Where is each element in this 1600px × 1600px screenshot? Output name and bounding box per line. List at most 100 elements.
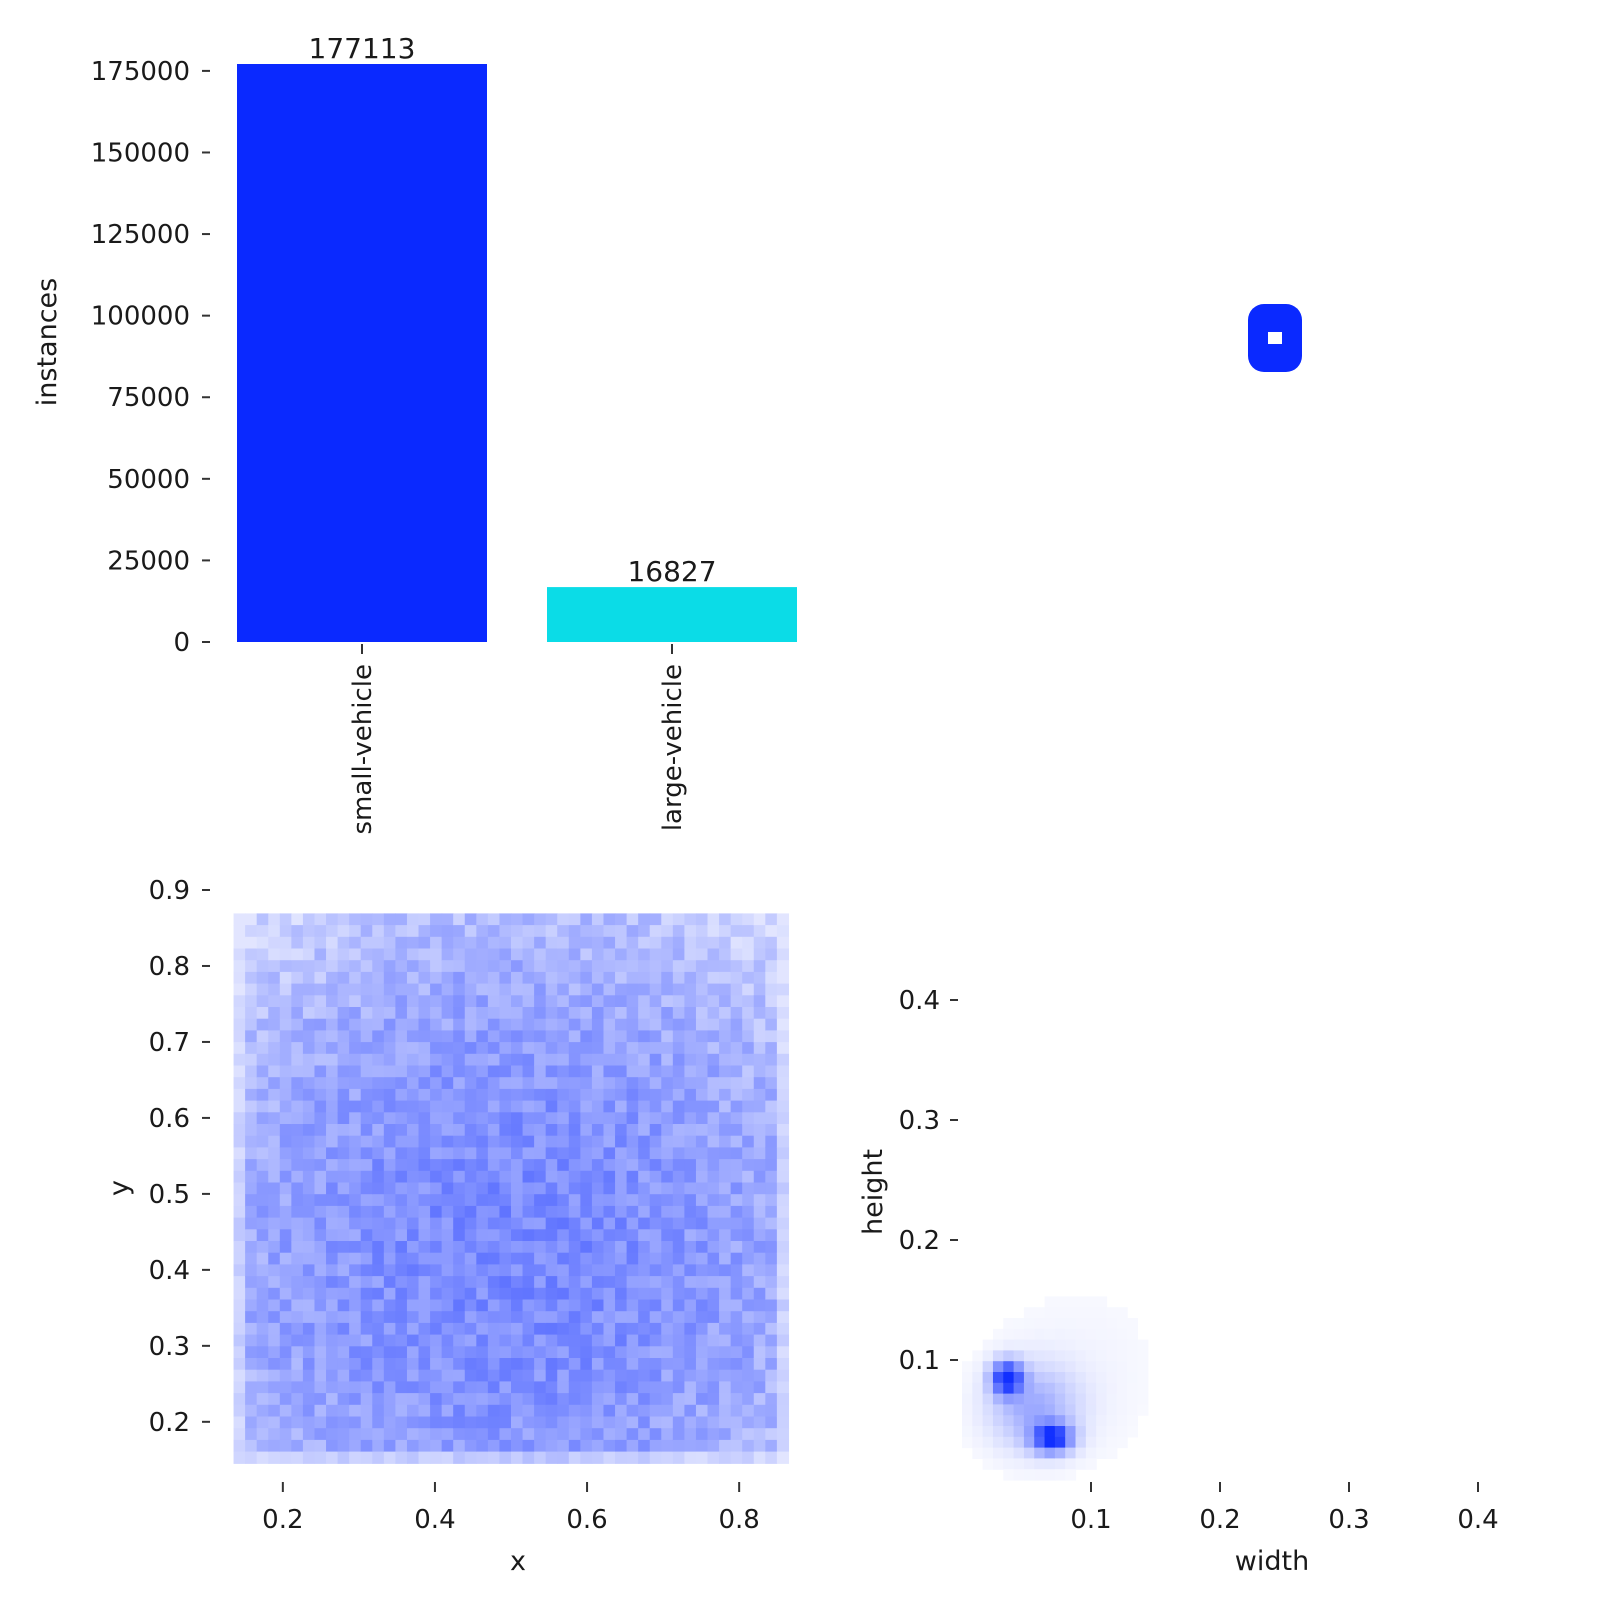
xy-heatmap-cell [753,1088,766,1102]
xy-heatmap-cell [302,1018,316,1031]
xy-heatmap-cell [279,1416,292,1429]
xy-heatmap-cell [719,1287,732,1301]
xy-heatmap-cell [626,983,639,996]
xy-heatmap-cell [337,971,350,985]
xy-heatmap-cell [453,960,466,973]
xy-heatmap-cell [372,1194,385,1207]
xy-heatmap-cell [649,1030,662,1043]
xy-heatmap-cell [672,1182,685,1195]
xy-heatmap-cell [326,1393,339,1406]
xy-heatmap-cell [707,1159,720,1172]
xy-heatmap-cell [349,1217,362,1230]
wh-heatmap-cell [1023,1436,1035,1449]
xy-heatmap-cell [672,1311,685,1324]
xy-heatmap-cell [487,1428,501,1441]
xy-heatmap-cell [372,1276,385,1289]
xy-heatmap-cell [742,1393,755,1406]
xy-heatmap-cell [603,1170,616,1184]
wh-heatmap-cell [1065,1458,1077,1470]
xy-heatmap-cell [591,948,605,961]
xy-heatmap-cell [557,1439,570,1453]
wh-heatmap-cell [1054,1307,1066,1319]
xy-heatmap-cell [776,1077,790,1090]
xy-heatmap-cell [557,1393,570,1406]
xy-heatmap-cell [464,1404,477,1418]
xy-heatmap-cell [418,1358,431,1371]
xy-heatmap-cell [349,1299,362,1312]
xy-heatmap-cell [534,1194,547,1207]
xy-heatmap-cell [441,1311,454,1324]
xy-heatmap-cell [765,913,778,926]
xy-heatmap-cell [719,1276,732,1289]
xy-heatmap-cell [638,1416,651,1429]
xy-heatmap-cell [256,1381,269,1394]
wh-heatmap-cell [1065,1307,1077,1319]
xy-heatmap-cell [326,1322,339,1336]
xy-heatmap-cell [730,1124,743,1137]
xy-heatmap-cell [730,1135,743,1148]
xy-heatmap-cell [453,1159,466,1172]
xy-heatmap-cell [568,1018,581,1031]
xy-heatmap-cell [453,1018,466,1031]
xy-heatmap-cell [453,1065,466,1078]
xy-heatmap-cell [499,1135,512,1148]
xy-heatmap-cell [545,1030,558,1043]
xy-heatmap-cell [568,1287,581,1301]
xy-heatmap-cell [695,1451,709,1464]
xy-heatmap-cell [291,1252,304,1265]
xy-heatmap-cell [395,1311,408,1324]
xy-heatmap-cell [591,1159,605,1172]
xy-heatmap-cell [765,1381,778,1394]
xy-heatmap-cell [672,1042,685,1055]
xy-heatmap-cell [684,936,697,950]
xy-heatmap-cell [430,1428,443,1441]
xy-heatmap-cell [337,995,350,1008]
wh-x-tick-label: 0.3 [1328,1505,1369,1535]
xy-heatmap-cell [580,913,593,926]
xy-heatmap-cell [719,1018,732,1031]
xy-heatmap-cell [568,971,581,985]
xy-heatmap-cell [730,913,743,926]
xy-heatmap-cell [453,936,466,950]
xy-heatmap-cell [360,1147,373,1160]
xy-heatmap-cell [591,1416,605,1429]
xy-heatmap-cell [291,1112,304,1125]
xy-heatmap-cell [302,1194,316,1207]
xy-heatmap-cell [302,1369,316,1382]
xy-heatmap-cell [615,1100,628,1113]
xy-heatmap-cell [776,1135,790,1148]
xy-heatmap-cell [314,1112,327,1125]
xy-heatmap-cell [360,925,373,938]
xy-heatmap-cell [522,960,535,973]
xy-heatmap-cell [626,1112,639,1125]
xy-heatmap-cell [534,1346,547,1359]
xy-heatmap-cell [302,1065,316,1078]
xy-heatmap-cell [649,1287,662,1301]
xy-heatmap-cell [314,1241,327,1254]
xy-heatmap-cell [580,1112,593,1125]
xy-heatmap-cell [383,1042,396,1055]
xy-heatmap-cell [753,1439,766,1453]
xy-heatmap-cell [511,1194,524,1207]
xy-heatmap-cell [626,1451,639,1464]
xy-heatmap-cell [383,1322,396,1336]
xy-heatmap-cell [395,913,408,926]
xy-heatmap-cell [580,1393,593,1406]
xy-heatmap-cell [615,1276,628,1289]
xy-heatmap-cell [684,1451,697,1464]
xy-heatmap-cell [568,1077,581,1090]
xy-heatmap-cell [707,1018,720,1031]
xy-heatmap-cell [649,1358,662,1371]
wh-heatmap-cell [1044,1393,1056,1405]
xy-heatmap-cell [337,1404,350,1418]
xy-heatmap-cell [591,1334,605,1347]
xy-heatmap-cell [291,1170,304,1184]
xy-heatmap-cell [580,960,593,973]
xy-heatmap-cell [719,1170,732,1184]
wh-heatmap-cell [1034,1426,1046,1438]
xy-heatmap-cell [256,1124,269,1137]
xy-heatmap-cell [268,1194,281,1207]
xy-heatmap-cell [753,1264,766,1277]
xy-heatmap-cell [626,1100,639,1113]
xy-heatmap-cell [557,1229,570,1242]
